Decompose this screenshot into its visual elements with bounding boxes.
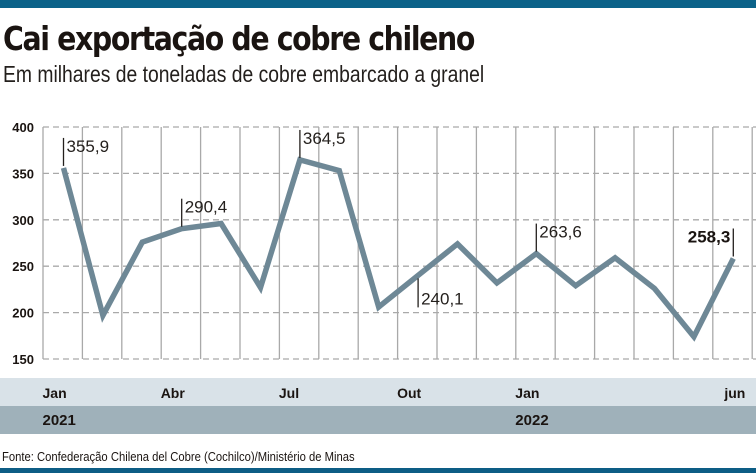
x-tick-label: Jan	[515, 385, 540, 401]
y-axis-ticks: 400 350 300 250 200 150	[12, 120, 34, 367]
y-tick-label: 250	[12, 259, 34, 274]
annotations: 355,9 290,4 364,5 240,1 263,6 258,3	[62, 129, 734, 308]
chart-subtitle: Em milhares de toneladas de cobre embarc…	[3, 61, 485, 87]
y-tick-label: 400	[12, 120, 34, 135]
year-axis-band: 2021 2022	[0, 406, 756, 434]
bottom-accent-bar	[0, 468, 756, 473]
series-line-group	[60, 156, 736, 342]
x-tick-label: Out	[397, 385, 422, 401]
data-label: 240,1	[421, 289, 464, 308]
y-tick-label: 300	[12, 213, 34, 228]
data-label: 290,4	[185, 198, 228, 217]
source-note: Fonte: Confederação Chilena del Cobre (C…	[2, 450, 355, 464]
x-tick-label: Abr	[160, 385, 185, 401]
x-tick-label: Jan	[42, 385, 67, 401]
line-chart: 400 350 300 250 200 150 355,9 290,4 364,5 240,1 2…	[12, 120, 756, 367]
x-tick-label: Jul	[278, 385, 300, 401]
y-tick-label: 200	[12, 306, 34, 321]
data-label: 355,9	[67, 137, 110, 156]
top-accent-bar	[0, 0, 756, 8]
data-label: 263,6	[539, 223, 582, 242]
series-line	[60, 156, 736, 342]
y-tick-label: 150	[12, 352, 34, 367]
x-tick-label: jun	[724, 385, 746, 401]
year-label: 2022	[515, 412, 549, 429]
chart-title: Cai exportação de cobre chileno	[3, 19, 475, 58]
grid	[42, 126, 756, 360]
month-axis-band: Jan Abr Jul Out Jan jun	[0, 378, 756, 406]
data-label: 258,3	[688, 227, 731, 246]
data-label: 364,5	[303, 129, 346, 148]
year-label: 2021	[42, 412, 76, 429]
y-tick-label: 350	[12, 166, 34, 181]
